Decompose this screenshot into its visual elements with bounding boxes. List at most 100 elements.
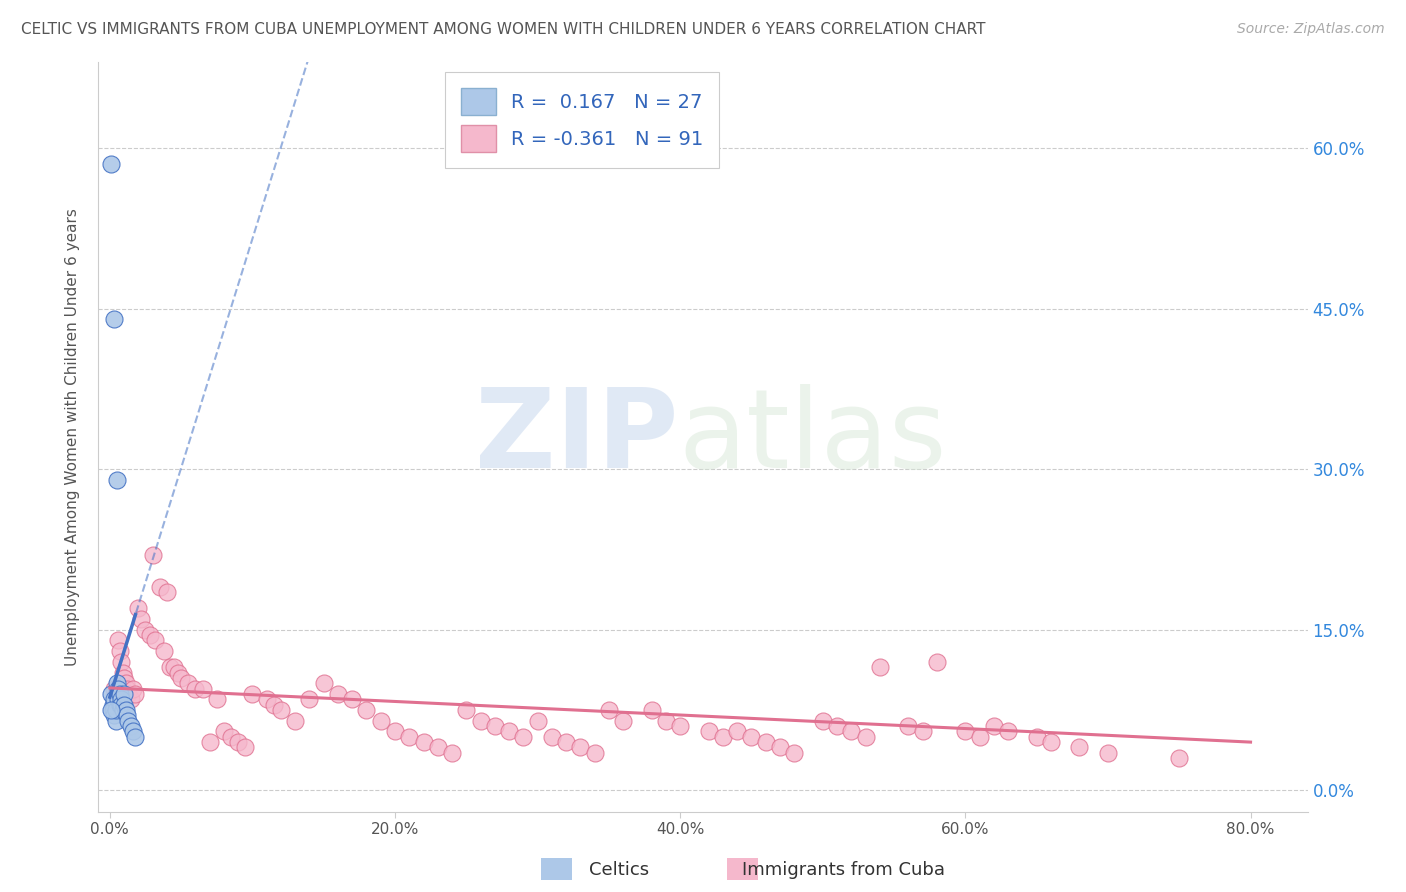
Point	[103, 681, 125, 696]
Point	[198, 735, 221, 749]
Point	[170, 671, 193, 685]
Point	[153, 644, 176, 658]
Point	[121, 724, 143, 739]
Point	[711, 730, 734, 744]
Point	[312, 676, 335, 690]
Point	[256, 692, 278, 706]
Point	[969, 730, 991, 744]
Point	[120, 719, 142, 733]
Point	[124, 687, 146, 701]
Point	[114, 676, 136, 690]
Point	[598, 703, 620, 717]
Point	[104, 687, 127, 701]
Point	[108, 698, 131, 712]
Point	[101, 698, 124, 712]
Point	[811, 714, 834, 728]
Point	[769, 740, 792, 755]
Point	[177, 676, 200, 690]
Point	[163, 660, 186, 674]
Point	[370, 714, 392, 728]
Point	[115, 681, 138, 696]
Text: atlas: atlas	[679, 384, 948, 491]
Point	[284, 714, 307, 728]
Point	[512, 730, 534, 744]
Point	[740, 730, 762, 744]
Point	[142, 548, 165, 562]
Point	[149, 580, 172, 594]
Point	[263, 698, 285, 712]
Point	[426, 740, 449, 755]
Point	[384, 724, 406, 739]
Point	[121, 681, 143, 696]
Point	[697, 724, 720, 739]
FancyBboxPatch shape	[534, 853, 581, 886]
Point	[298, 692, 321, 706]
Point	[583, 746, 606, 760]
Point	[470, 714, 492, 728]
Point	[112, 698, 135, 712]
Point	[111, 665, 134, 680]
Point	[955, 724, 977, 739]
Point	[398, 730, 420, 744]
FancyBboxPatch shape	[720, 853, 765, 886]
Point	[111, 703, 134, 717]
Point	[100, 157, 122, 171]
Point	[326, 687, 349, 701]
Point	[100, 703, 122, 717]
Text: Source: ZipAtlas.com: Source: ZipAtlas.com	[1237, 22, 1385, 37]
Point	[839, 724, 862, 739]
Point	[108, 687, 131, 701]
Point	[156, 585, 179, 599]
Point	[103, 692, 125, 706]
Point	[104, 703, 127, 717]
Point	[105, 473, 128, 487]
Point	[105, 692, 128, 706]
Point	[242, 687, 264, 701]
Point	[1025, 730, 1047, 744]
Point	[1069, 740, 1091, 755]
Point	[212, 724, 235, 739]
Point	[110, 698, 132, 712]
Point	[134, 623, 156, 637]
Point	[103, 312, 125, 326]
Point	[112, 671, 135, 685]
Point	[115, 708, 138, 723]
Point	[1097, 746, 1119, 760]
Point	[159, 660, 181, 674]
Point	[110, 692, 132, 706]
Point	[139, 628, 162, 642]
Point	[526, 714, 548, 728]
Point	[226, 735, 249, 749]
Point	[669, 719, 692, 733]
Legend: R =  0.167   N = 27, R = -0.361   N = 91: R = 0.167 N = 27, R = -0.361 N = 91	[446, 72, 718, 168]
Point	[120, 692, 142, 706]
Point	[129, 612, 152, 626]
Point	[911, 724, 934, 739]
Point	[167, 665, 190, 680]
Point	[1168, 751, 1191, 765]
Point	[997, 724, 1019, 739]
Point	[100, 687, 122, 701]
Point	[107, 692, 129, 706]
Point	[855, 730, 877, 744]
Point	[107, 633, 129, 648]
Point	[655, 714, 678, 728]
Point	[145, 633, 167, 648]
Point	[897, 719, 920, 733]
Point	[640, 703, 662, 717]
Point	[108, 644, 131, 658]
Text: Immigrants from Cuba: Immigrants from Cuba	[742, 861, 945, 879]
Point	[498, 724, 520, 739]
Point	[184, 681, 207, 696]
Point	[107, 681, 129, 696]
Point	[356, 703, 378, 717]
Point	[270, 703, 292, 717]
Point	[105, 676, 128, 690]
Point	[110, 655, 132, 669]
Point	[412, 735, 434, 749]
Point	[612, 714, 634, 728]
Text: Celtics: Celtics	[589, 861, 648, 879]
Point	[983, 719, 1005, 733]
Point	[233, 740, 256, 755]
Point	[456, 703, 478, 717]
